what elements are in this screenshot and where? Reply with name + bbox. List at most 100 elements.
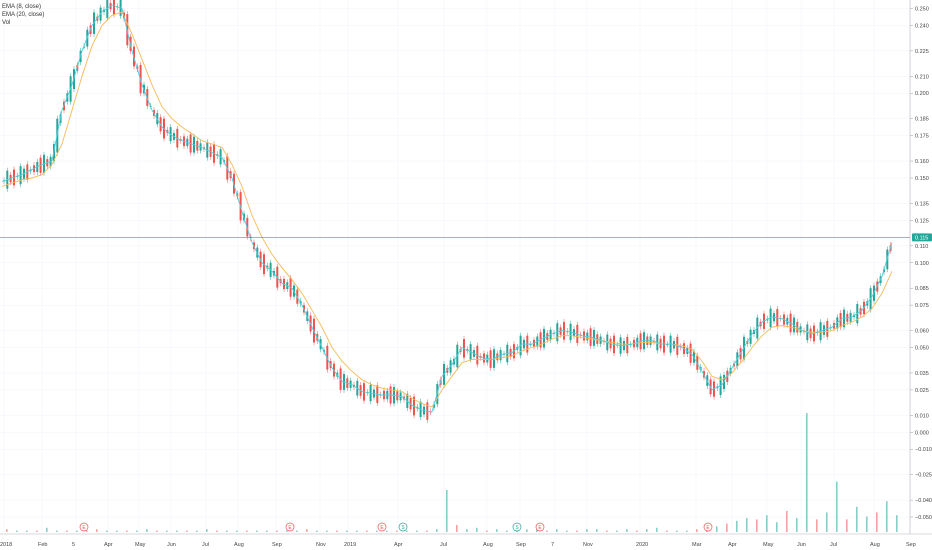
candle-body xyxy=(113,0,115,15)
x-tick-label: Apr xyxy=(728,542,737,548)
volume-bar xyxy=(376,530,378,532)
volume-bar xyxy=(416,530,418,532)
volume-bar xyxy=(216,530,218,532)
split-marker[interactable]: S xyxy=(398,522,408,532)
volume-bar xyxy=(446,490,448,532)
y-tick-label: 0.240 xyxy=(915,23,929,29)
candle-body xyxy=(106,0,109,19)
volume-bar xyxy=(816,519,818,532)
volume-bar xyxy=(396,530,398,532)
x-tick-label: 2019 xyxy=(344,542,356,548)
volume-bar xyxy=(386,530,388,532)
x-tick-label: Nov xyxy=(583,542,593,548)
volume-bar xyxy=(366,530,368,532)
x-tick-label: Aug xyxy=(870,542,880,548)
volume-bar xyxy=(726,523,728,532)
y-tick-label: 0.125 xyxy=(915,218,929,224)
legend-ema-fast[interactable]: EMA (8, close) xyxy=(2,4,42,10)
y-tick-label: 0.150 xyxy=(915,176,929,182)
volume-bar xyxy=(196,530,198,532)
volume-bar xyxy=(36,530,38,532)
y-tick-label: −0.040 xyxy=(915,498,932,504)
y-tick-label: 0.160 xyxy=(915,159,929,165)
volume-bar xyxy=(716,526,718,532)
x-tick-label: Jun xyxy=(167,542,176,548)
legend-ema-slow[interactable]: EMA (20, close) xyxy=(2,12,45,18)
legend-volume[interactable]: Vol xyxy=(2,20,11,26)
x-tick-label: Nov xyxy=(316,542,326,548)
x-axis[interactable]: 2018 Feb 5 Apr May Jun Jul Aug Sep Nov 2019 Apr Jul A… xyxy=(0,533,932,548)
y-tick-label: 0.185 xyxy=(915,117,929,123)
earnings-marker[interactable]: E xyxy=(285,522,295,532)
y-axis[interactable]: 0.250 0.240 0.225 0.210 0.200 0.185 0.175 0.160… xyxy=(909,0,932,534)
volume-bar xyxy=(66,530,68,532)
event-label: E xyxy=(706,525,710,531)
volume-bar xyxy=(846,519,848,532)
volume-bar xyxy=(296,530,298,532)
volume-bar xyxy=(766,515,768,532)
y-tick-label: 0.200 xyxy=(915,91,929,97)
y-tick-label: 0.010 xyxy=(915,413,929,419)
volume-bar xyxy=(736,520,738,532)
volume-bar xyxy=(896,515,898,532)
split-marker[interactable]: S xyxy=(512,522,522,532)
x-tick-label: Sep xyxy=(272,542,282,548)
volume-bar xyxy=(146,529,148,532)
candlesticks xyxy=(3,0,892,423)
volume-bar xyxy=(496,529,498,532)
earnings-marker[interactable]: E xyxy=(703,522,713,532)
volume-bar xyxy=(616,530,618,532)
volume-bar xyxy=(486,530,488,532)
volume-bar xyxy=(686,530,688,532)
y-tick-label: 0.050 xyxy=(915,346,929,352)
volume-bar xyxy=(166,530,168,532)
volume-bar xyxy=(86,530,88,532)
volume-bar xyxy=(286,530,288,532)
volume-bar xyxy=(776,522,778,532)
volume-bar xyxy=(266,530,268,532)
volume-bar xyxy=(136,530,138,532)
volume-bar xyxy=(56,530,58,532)
y-tick-label: 0.060 xyxy=(915,329,929,335)
y-tick-label: 0.025 xyxy=(915,388,929,394)
volume-bar xyxy=(876,512,878,532)
volume-bar xyxy=(156,530,158,532)
y-tick-label: 0.210 xyxy=(915,74,929,80)
x-tick-label: Feb xyxy=(38,542,47,548)
volume-bar xyxy=(856,506,858,532)
volume-bar xyxy=(806,413,808,532)
candle-body xyxy=(83,46,85,48)
y-tick-label: 0.000 xyxy=(915,430,929,436)
volume-bar xyxy=(596,529,598,532)
volume-bar xyxy=(676,530,678,532)
volume-bar xyxy=(666,530,668,532)
ema-8-line xyxy=(1,4,893,413)
volume-bar xyxy=(346,530,348,532)
y-tick-label: −0.025 xyxy=(915,473,932,479)
y-tick-label: 0.110 xyxy=(915,244,928,250)
volume-bar xyxy=(16,530,18,532)
last-price-label: 0.115 xyxy=(915,235,928,241)
x-tick-label: 7 xyxy=(551,542,554,548)
x-tick-label: Apr xyxy=(394,542,403,548)
earnings-marker[interactable]: E xyxy=(79,522,89,532)
volume-bar xyxy=(116,530,118,532)
volume-bar xyxy=(126,530,128,532)
event-label: E xyxy=(538,525,542,531)
y-tick-label: 0.100 xyxy=(915,261,929,267)
volume-bar xyxy=(316,530,318,532)
y-tick-label: 0.085 xyxy=(915,286,929,292)
volume-bar xyxy=(556,529,558,532)
volume-bar xyxy=(206,529,208,532)
volume-bar xyxy=(796,518,798,532)
x-tick-label: Aug xyxy=(483,542,493,548)
volume-bar xyxy=(656,527,658,532)
earnings-marker[interactable]: E xyxy=(535,522,545,532)
earnings-marker[interactable]: E xyxy=(377,522,387,532)
y-tick-label: 0.035 xyxy=(915,371,929,377)
volume-bar xyxy=(76,530,78,532)
volume-bar xyxy=(456,525,458,532)
volume-bar xyxy=(646,529,648,532)
